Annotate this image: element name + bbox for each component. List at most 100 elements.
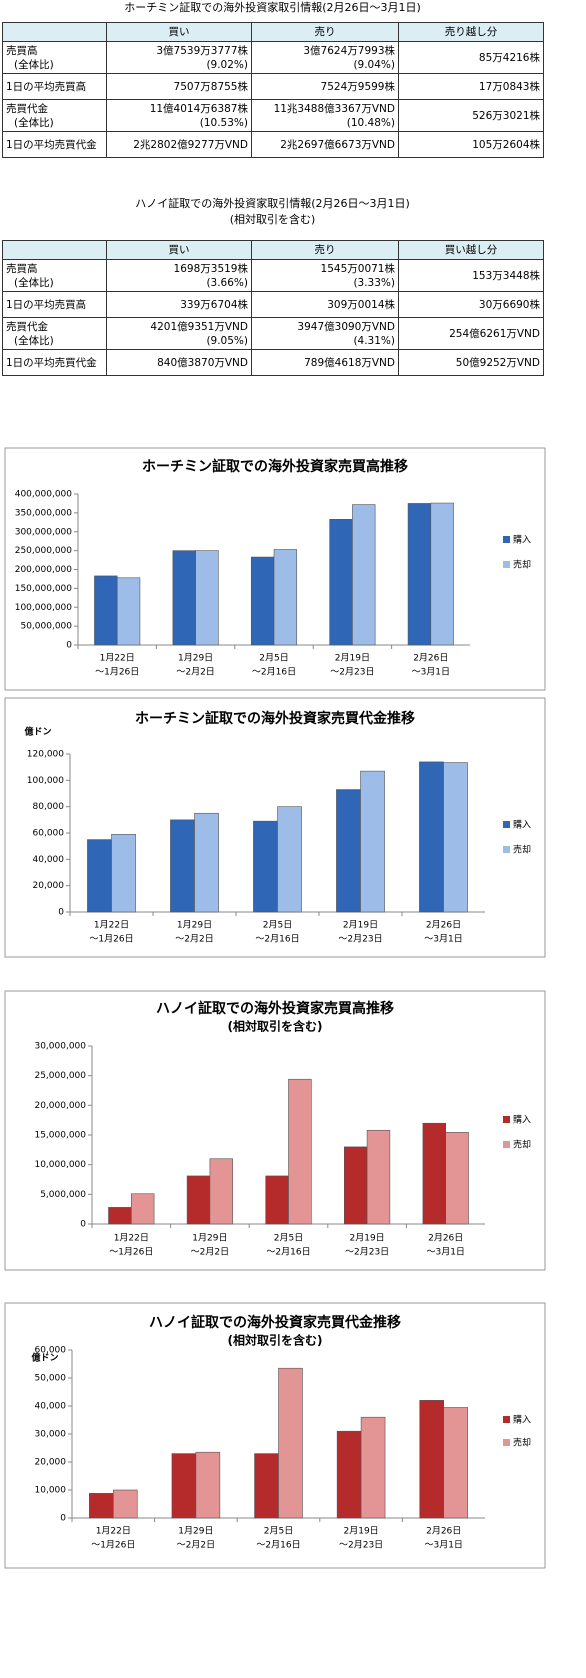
legend-swatch bbox=[503, 536, 510, 543]
bar bbox=[87, 839, 112, 913]
label-line: (全体比) bbox=[14, 58, 54, 71]
x-tick-label: 〜3月1日 bbox=[424, 934, 462, 945]
bar bbox=[443, 762, 468, 913]
legend-swatch bbox=[503, 561, 510, 568]
cell: 1698万3519株 (3.66%) bbox=[106, 259, 252, 292]
legend-label: 購入 bbox=[513, 534, 531, 546]
cell: 339万6704株 bbox=[106, 291, 252, 318]
header-row: 買い 売り 売り越し分 bbox=[2, 22, 544, 42]
cell: 7507万8755株 bbox=[106, 73, 252, 100]
x-tick-label: 〜2月16日 bbox=[266, 1247, 310, 1258]
x-tick-label: 〜2月16日 bbox=[255, 934, 299, 945]
legend-label: 購入 bbox=[513, 1414, 531, 1426]
legend-swatch bbox=[503, 1416, 510, 1423]
cell: 3億7539万3777株 (9.02%) bbox=[106, 41, 252, 74]
chart-subtitle: (相対取引を含む) bbox=[228, 1019, 323, 1034]
cell-line: 50億9252万VND bbox=[455, 356, 540, 369]
header-cell: 売り越し分 bbox=[398, 22, 544, 42]
cell-line: 3947億3090万VND bbox=[297, 320, 395, 333]
cell-line: 526万3021株 bbox=[472, 109, 540, 122]
x-tick-label: 2月5日 bbox=[264, 1526, 293, 1537]
cell-line: 309万0014株 bbox=[327, 298, 395, 311]
legend-swatch bbox=[503, 1116, 510, 1123]
table: 買い 売り 売り越し分 売買高 (全体比) 3億7539万3777株 (9.02%) 3億76… bbox=[2, 22, 544, 158]
row-label: 売買高 (全体比) bbox=[2, 259, 107, 292]
row-label: 売買代金 (全体比) bbox=[2, 99, 107, 132]
cell: 11兆3488億3367万VND (10.48%) bbox=[251, 99, 399, 132]
x-tick-label: 〜2月2日 bbox=[191, 1247, 229, 1258]
cell: 840億3870万VND bbox=[106, 349, 252, 376]
cell-line: (9.04%) bbox=[353, 58, 395, 71]
row: 1日の平均売買高 339万6704株 309万0014株 30万6690株 bbox=[2, 291, 544, 318]
row: 1日の平均売買高 7507万8755株 7524万9599株 17万0843株 bbox=[2, 73, 544, 100]
x-tick-label: 〜2月2日 bbox=[175, 934, 213, 945]
label-line: (全体比) bbox=[14, 334, 54, 347]
label-line: 1日の平均売買代金 bbox=[6, 356, 97, 369]
x-tick-label: 1月22日 bbox=[114, 1233, 149, 1244]
label-line: 売買代金 bbox=[6, 102, 48, 115]
bar bbox=[422, 1122, 447, 1225]
y-tick-label: 20,000 bbox=[33, 881, 65, 891]
chart-title: ホーチミン証取での海外投資家売買代金推移 bbox=[135, 710, 415, 727]
table-title: ホーチミン証取での海外投資家取引情報(2月26日〜3月1日) bbox=[0, 0, 545, 16]
row: 1日の平均売買代金 840億3870万VND 789億4618万VND 50億9252… bbox=[2, 349, 544, 376]
cell-line: (3.66%) bbox=[206, 276, 248, 289]
x-tick-label: 〜3月1日 bbox=[424, 1540, 462, 1551]
x-tick-label: 〜2月16日 bbox=[256, 1540, 300, 1551]
bar bbox=[288, 1078, 312, 1225]
x-tick-label: 2月5日 bbox=[259, 653, 288, 664]
label-line: 売買高 bbox=[6, 44, 38, 57]
cell: 105万2604株 bbox=[398, 131, 544, 158]
row-label: 1日の平均売買高 bbox=[2, 73, 107, 100]
cell-line: (10.48%) bbox=[346, 116, 395, 129]
cell-line: 17万0843株 bbox=[478, 80, 540, 93]
bar bbox=[195, 550, 219, 646]
cell-line: 30万6690株 bbox=[478, 298, 540, 311]
bar bbox=[273, 549, 298, 646]
cell: 309万0014株 bbox=[251, 291, 399, 318]
cell-line: 3億7539万3777株 bbox=[156, 44, 248, 57]
x-tick-label: 〜1月26日 bbox=[91, 1540, 135, 1551]
x-tick-label: 〜2月23日 bbox=[338, 934, 382, 945]
cell: 2兆2802億9277万VND bbox=[106, 131, 252, 158]
cell-line: (9.05%) bbox=[206, 334, 248, 347]
title-line: ハノイ証取での海外投資家取引情報(2月26日〜3月1日) bbox=[135, 197, 410, 210]
table: 買い 売り 買い越し分 売買高 (全体比) 1698万3519株 (3.66%) 1545万0… bbox=[2, 240, 544, 376]
bar bbox=[430, 502, 454, 646]
label-line: 売買高 bbox=[6, 262, 38, 275]
y-tick-label: 350,000,000 bbox=[15, 508, 73, 518]
x-tick-label: 2月5日 bbox=[274, 1233, 303, 1244]
x-tick-label: 〜3月1日 bbox=[426, 1247, 464, 1258]
chart: ホーチミン証取での海外投資家売買高推移 0 50,000,000 100,000,00… bbox=[4, 447, 546, 691]
cell-line: 840億3870万VND bbox=[157, 356, 248, 369]
x-tick-label: 〜1月26日 bbox=[89, 934, 133, 945]
cell: 789億4618万VND bbox=[251, 349, 399, 376]
cell-line: (3.33%) bbox=[353, 276, 395, 289]
bar bbox=[195, 1451, 221, 1519]
y-tick-label: 100,000 bbox=[27, 776, 64, 786]
x-tick-label: 1月29日 bbox=[192, 1233, 227, 1244]
bar bbox=[254, 1453, 279, 1519]
x-tick-label: 〜2月23日 bbox=[339, 1540, 383, 1551]
bar bbox=[419, 1400, 445, 1519]
bar bbox=[170, 819, 195, 913]
header-cell: 買い bbox=[106, 240, 252, 260]
legend-label: 購入 bbox=[513, 819, 531, 831]
bar bbox=[108, 1207, 132, 1225]
y-tick-label: 0 bbox=[58, 908, 64, 918]
x-tick-label: 1月22日 bbox=[94, 920, 129, 931]
row-label: 売買高 (全体比) bbox=[2, 41, 107, 74]
bar bbox=[171, 1453, 197, 1519]
x-tick-label: 〜2月16日 bbox=[252, 667, 296, 678]
bar bbox=[329, 518, 353, 646]
bar bbox=[419, 761, 444, 913]
y-tick-label: 250,000,000 bbox=[15, 546, 73, 556]
bar bbox=[186, 1175, 211, 1225]
x-tick-label: 〜1月26日 bbox=[109, 1247, 153, 1258]
label-line: 売買代金 bbox=[6, 320, 48, 333]
y-tick-label: 30,000 bbox=[35, 1430, 67, 1440]
y-tick-label: 25,000,000 bbox=[34, 1071, 86, 1081]
x-tick-label: 1月29日 bbox=[178, 1526, 213, 1537]
cell-line: 789億4618万VND bbox=[304, 356, 395, 369]
